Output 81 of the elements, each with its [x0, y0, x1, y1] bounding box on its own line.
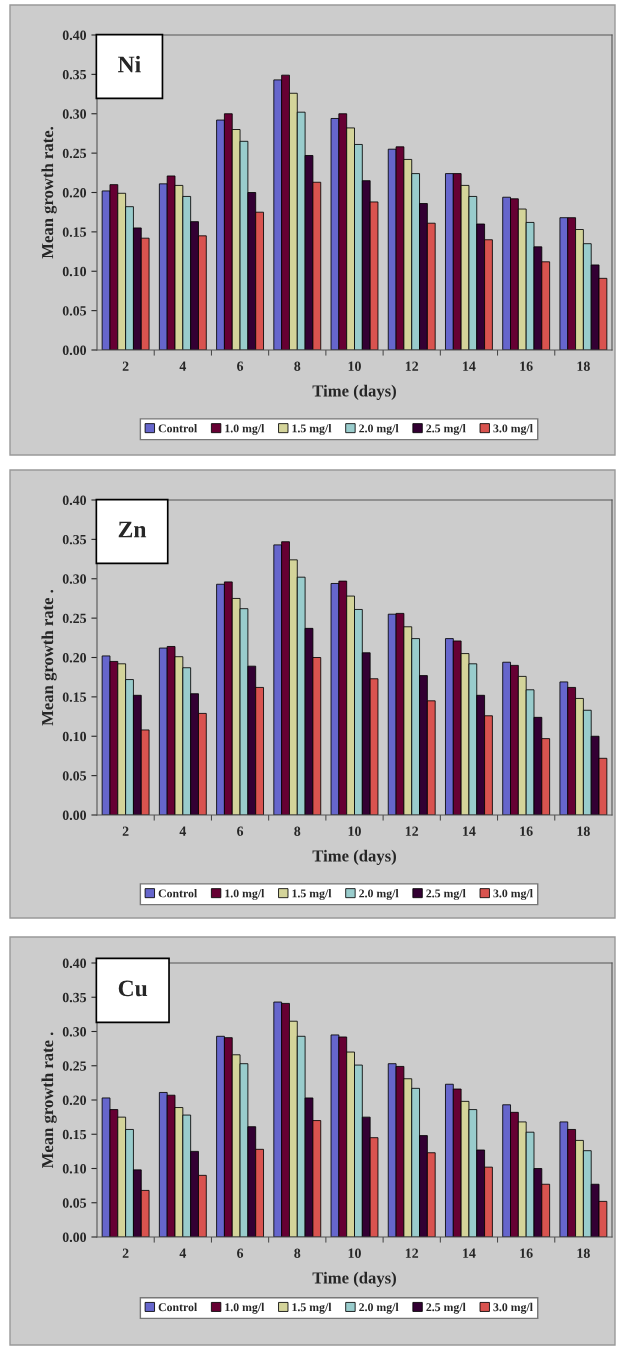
x-tick-label: 4: [179, 826, 187, 836]
x-tick-label: 8: [294, 826, 301, 836]
legend-label: 2.0 mg/l: [359, 889, 399, 900]
x-tick-label: 12: [405, 826, 419, 836]
y-tick-label: 0.00: [62, 1232, 87, 1243]
legend-label: Control: [158, 1302, 198, 1312]
x-axis-title: Time (days): [312, 849, 396, 865]
y-tick-label: 0.15: [62, 692, 87, 702]
y-tick-label: 0.20: [62, 188, 87, 198]
x-tick-label: 2: [122, 361, 129, 371]
x-tick-label: 14: [463, 361, 476, 371]
y-tick-label: 0.35: [62, 992, 87, 1003]
x-tick-label: 6: [237, 1248, 244, 1258]
legend-label: 2.5 mg/l: [426, 889, 466, 900]
x-axis-title: Time (days): [312, 384, 396, 400]
x-tick-label: 8: [294, 361, 301, 371]
x-tick-label: 4: [179, 361, 187, 371]
y-tick-label: 0.00: [62, 810, 87, 821]
legend-label: 2.0 mg/l: [359, 424, 399, 435]
x-tick-label: 16: [520, 826, 533, 836]
text: Ni: [118, 55, 141, 73]
y-tick-label: 0.05: [62, 1198, 87, 1208]
text: Cu: [118, 980, 148, 997]
x-tick-label: 2: [122, 1248, 129, 1258]
x-tick-label: 8: [294, 1248, 301, 1258]
x-tick-label: 18: [577, 1248, 590, 1258]
legend-label: 1.5 mg/l: [292, 1302, 332, 1314]
legend-label: Control: [158, 889, 198, 898]
legend-label: 1.5 mg/l: [292, 424, 332, 435]
x-tick-label: 2: [122, 826, 129, 836]
y-tick-label: 0.05: [62, 771, 87, 781]
y-tick-label: 0.35: [62, 534, 87, 545]
x-tick-label: 14: [463, 826, 476, 836]
legend-label: 1.0 mg/l: [225, 889, 265, 900]
x-tick-label: 10: [348, 361, 361, 371]
x-tick-label: 12: [405, 1248, 419, 1258]
legend-label: 3.0 mg/l: [493, 889, 533, 900]
y-tick-label: 0.15: [62, 227, 87, 237]
y-axis-title: Mean growth rate .: [41, 1032, 57, 1169]
y-tick-label: 0.10: [62, 1164, 87, 1174]
text: Zn: [118, 521, 147, 538]
x-tick-label: 18: [577, 361, 590, 371]
legend-label: 2.5 mg/l: [426, 424, 466, 435]
y-tick-label: 0.25: [62, 148, 87, 159]
legend-label: 3.0 mg/l: [493, 1302, 533, 1314]
legend-label: 2.5 mg/l: [426, 1302, 466, 1314]
y-tick-label: 0.15: [62, 1129, 87, 1140]
y-tick-label: 0.20: [62, 1095, 87, 1106]
y-tick-label: 0.30: [62, 574, 87, 584]
y-tick-label: 0.25: [62, 613, 87, 624]
x-tick-label: 14: [463, 1248, 476, 1258]
legend-label: 3.0 mg/l: [493, 424, 533, 435]
legend-label: 2.0 mg/l: [359, 1302, 399, 1314]
x-tick-label: 18: [577, 826, 590, 836]
x-tick-label: 10: [348, 1248, 361, 1258]
y-tick-label: 0.35: [62, 69, 87, 80]
x-tick-label: 6: [237, 361, 244, 371]
x-tick-label: 4: [179, 1248, 187, 1258]
x-tick-label: 6: [237, 826, 244, 836]
y-tick-label: 0.05: [62, 306, 87, 316]
y-tick-label: 0.00: [62, 345, 87, 356]
legend-label: 1.0 mg/l: [225, 1302, 265, 1314]
x-tick-label: 12: [405, 361, 419, 371]
y-tick-label: 0.40: [62, 958, 87, 969]
y-tick-label: 0.30: [62, 1027, 87, 1037]
y-tick-label: 0.25: [62, 1061, 87, 1071]
y-axis-title: Mean growth rate .: [41, 589, 57, 726]
x-tick-label: 16: [520, 361, 533, 371]
legend-label: 1.0 mg/l: [225, 424, 265, 435]
y-tick-label: 0.40: [62, 30, 87, 41]
y-tick-label: 0.40: [62, 495, 87, 506]
legend-label: Control: [158, 424, 198, 433]
x-axis-title: Time (days): [312, 1271, 396, 1287]
y-tick-label: 0.20: [62, 653, 87, 663]
y-tick-label: 0.10: [62, 266, 87, 277]
y-tick-label: 0.30: [62, 109, 87, 119]
x-tick-label: 10: [348, 826, 361, 836]
x-tick-label: 16: [520, 1248, 533, 1258]
y-tick-label: 0.10: [62, 731, 87, 742]
y-axis-title: Mean growth rate.: [41, 126, 57, 259]
legend-label: 1.5 mg/l: [292, 889, 332, 900]
